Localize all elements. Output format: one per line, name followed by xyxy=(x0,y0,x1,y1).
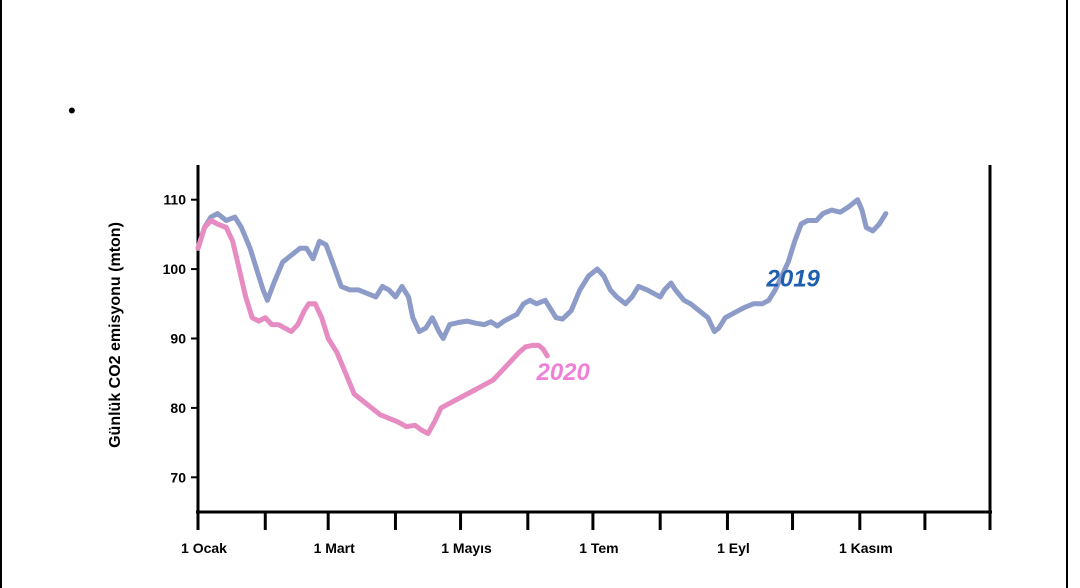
series-line-2020 xyxy=(195,218,550,437)
x-tick-label: 1 Tem xyxy=(579,540,618,556)
right-border xyxy=(1066,0,1068,588)
y-tick-label: 80 xyxy=(170,400,186,416)
x-tick-label: 1 Ocak xyxy=(181,540,227,556)
bullet-point: • xyxy=(68,98,76,123)
x-tick-label: 1 Mayıs xyxy=(441,540,492,556)
x-tick-label: 1 Mart xyxy=(314,540,356,556)
x-tick-label: 1 Eyl xyxy=(717,540,750,556)
left-border xyxy=(0,0,2,588)
chart-series: 2019 2020 xyxy=(195,197,889,437)
series-label-2020: 2020 xyxy=(535,359,590,386)
chart-axes: 70 80 90 100 110 1 Ocak 1 Mart 1 Mayıs 1 Tem 1 Ey… xyxy=(163,165,992,556)
series-label-2019: 2019 xyxy=(766,265,821,292)
y-tick-label: 100 xyxy=(163,261,187,277)
x-tick-label: 1 Kasım xyxy=(839,540,893,556)
y-tick-label: 110 xyxy=(163,192,186,208)
series-line-2019 xyxy=(195,197,889,341)
y-axis-label: Günlük CO2 emisyonu (mton) xyxy=(107,222,124,448)
y-tick-label: 90 xyxy=(170,331,186,347)
y-tick-label: 70 xyxy=(170,469,186,485)
